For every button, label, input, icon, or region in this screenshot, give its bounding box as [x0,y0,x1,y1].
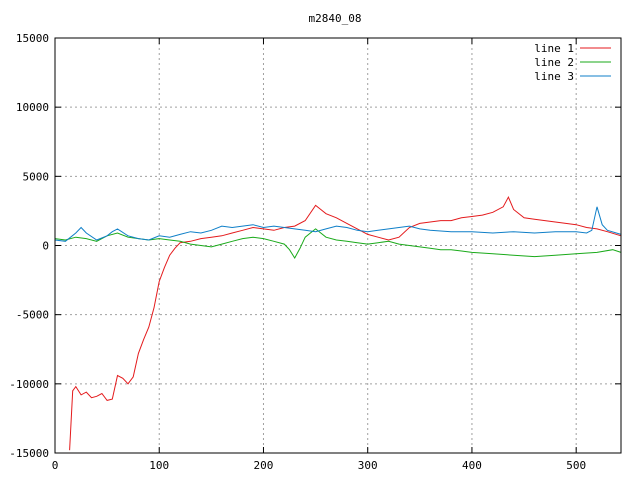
legend-label-1: line 1 [534,42,574,55]
chart-title: m2840_08 [309,12,362,25]
legend-label-2: line 2 [534,56,574,69]
legend-label-3: line 3 [534,70,574,83]
x-tick-label: 0 [52,459,59,472]
x-tick-label: 300 [358,459,378,472]
y-tick-label: 0 [42,240,49,253]
y-tick-label: 5000 [23,170,50,183]
series-line-1 [69,195,622,451]
grid [55,38,621,453]
y-tick-label: 15000 [16,32,49,45]
y-tick-label: -15000 [9,447,49,460]
x-tick-label: 500 [566,459,586,472]
y-tick-label: -10000 [9,378,49,391]
y-tick-label: 10000 [16,101,49,114]
plot-frame [54,37,622,454]
x-tick-label: 400 [462,459,482,472]
series-lines [54,195,622,451]
axis-ticks: 0 100 200 300 400 500 -15000 -10000 -5000 0 5000 10… [9,32,621,472]
x-tick-label: 200 [254,459,274,472]
x-tick-label: 100 [149,459,169,472]
y-tick-label: -5000 [16,309,49,322]
series-line-3 [54,206,622,242]
